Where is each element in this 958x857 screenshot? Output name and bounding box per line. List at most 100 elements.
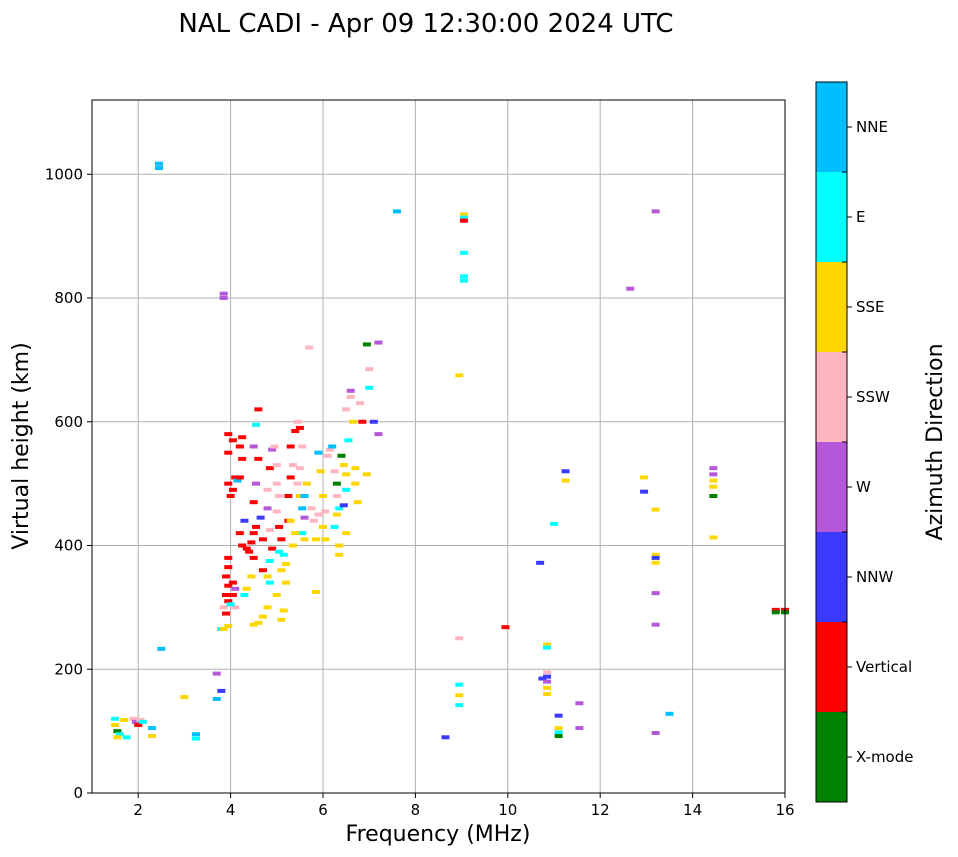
data-point [543, 645, 552, 650]
data-point [277, 617, 286, 622]
data-point [295, 494, 304, 498]
colorbar-category-label: SSE [856, 298, 885, 316]
data-point [392, 209, 401, 214]
data-point [265, 558, 274, 563]
data-point [219, 291, 228, 296]
data-point [554, 713, 563, 718]
data-point [543, 642, 552, 647]
data-point [337, 453, 346, 458]
y-tick-label: 0 [73, 784, 83, 802]
data-point [321, 509, 330, 514]
data-point [640, 489, 649, 494]
data-point [295, 425, 304, 430]
data-point [242, 586, 251, 591]
colorbar-segment [816, 352, 847, 442]
colorbar-segment [816, 262, 847, 352]
data-point [298, 444, 307, 449]
data-point [235, 531, 244, 536]
data-point [219, 605, 228, 610]
data-point [249, 500, 258, 505]
colorbar-category-label: NNE [856, 118, 888, 136]
data-point [249, 444, 258, 449]
data-point [321, 537, 330, 542]
data-point [351, 481, 360, 486]
data-point [640, 475, 649, 480]
data-point [543, 685, 552, 690]
data-point [362, 342, 371, 347]
colorbar: X-mode Vertical NNW W SSW SSE E NNE [816, 81, 913, 803]
data-point [212, 671, 221, 676]
x-tick-label: 4 [226, 801, 236, 819]
data-point [312, 589, 321, 594]
data-point [240, 518, 249, 523]
data-point [300, 537, 309, 542]
data-point [365, 367, 374, 372]
data-point [651, 209, 660, 214]
data-point [305, 345, 314, 350]
data-point [217, 688, 226, 693]
data-point [302, 481, 311, 486]
data-point [709, 478, 718, 483]
data-point [298, 506, 307, 511]
y-axis-label: Virtual height (km) [9, 342, 34, 549]
data-point [247, 540, 256, 545]
data-point [300, 494, 309, 498]
data-point [272, 593, 281, 597]
colorbar-category-label: NNW [856, 568, 893, 586]
data-point [771, 607, 780, 612]
x-tick-label: 2 [133, 801, 143, 819]
data-point [231, 586, 240, 591]
data-point [332, 481, 341, 486]
data-point [263, 605, 272, 610]
x-tick-label: 6 [318, 801, 328, 819]
data-point [122, 735, 131, 740]
data-point [148, 726, 157, 731]
data-point [651, 552, 660, 557]
data-point [651, 622, 660, 627]
data-point [459, 212, 468, 217]
plot-frame [91, 99, 786, 794]
data-point [252, 481, 261, 486]
data-point [275, 494, 284, 498]
data-point [263, 487, 272, 492]
data-point [771, 610, 780, 615]
data-point [319, 494, 327, 498]
data-point [113, 729, 122, 734]
data-point [279, 608, 288, 613]
data-point [212, 696, 221, 701]
x-axis-ticks: 2 4 6 8 10 12 14 16 [133, 793, 795, 819]
data-point [242, 546, 251, 551]
data-point [272, 509, 281, 514]
data-point [362, 472, 371, 477]
data-point [191, 732, 200, 737]
data-point [293, 481, 302, 486]
data-point [265, 466, 274, 471]
data-point [138, 719, 147, 724]
data-point [328, 444, 337, 449]
data-point [249, 531, 258, 536]
colorbar-segment [816, 712, 847, 802]
data-point [275, 524, 284, 529]
data-point [221, 574, 230, 579]
data-point [224, 450, 233, 455]
data-point [323, 453, 332, 458]
data-point [157, 646, 166, 651]
data-point [228, 438, 237, 443]
colorbar-label: Azimuth Direction [923, 343, 948, 540]
data-point [224, 623, 233, 628]
data-point [258, 568, 267, 573]
data-point [349, 419, 358, 424]
data-point [365, 385, 374, 390]
data-point [270, 444, 279, 449]
data-point [651, 591, 660, 596]
data-point [226, 494, 235, 498]
data-point [501, 625, 510, 630]
data-point [626, 286, 635, 291]
data-point [709, 535, 718, 540]
data-point [307, 506, 316, 511]
data-point [455, 693, 464, 698]
data-point [131, 719, 140, 724]
data-point [459, 250, 468, 255]
data-point [291, 531, 300, 536]
x-tick-label: 12 [591, 801, 610, 819]
